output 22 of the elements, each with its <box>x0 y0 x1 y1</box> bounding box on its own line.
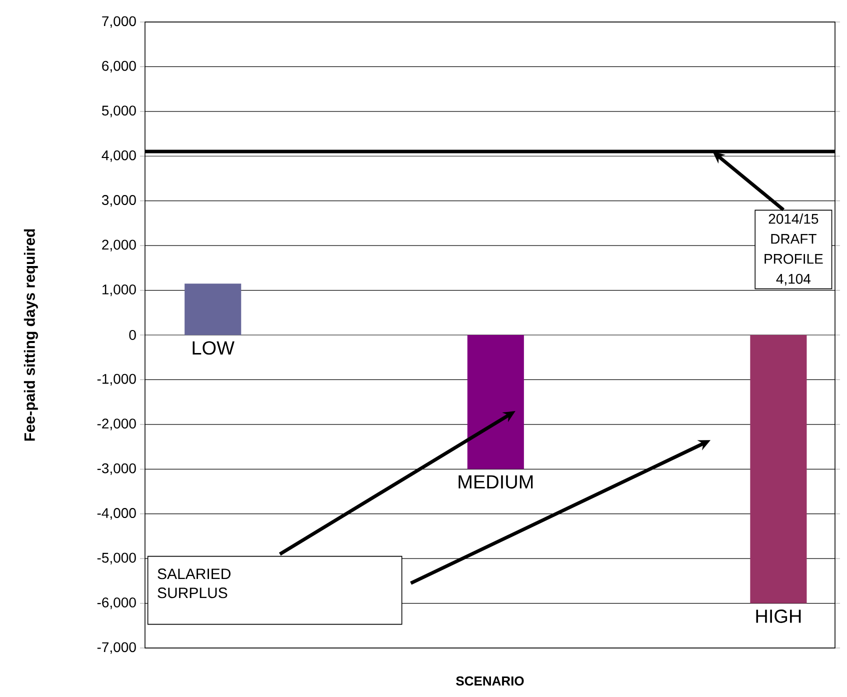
y-tick-label: 4,000 <box>102 150 136 162</box>
x-tick-label: MEDIUM <box>458 475 533 489</box>
y-tick-label: -1,000 <box>97 374 136 386</box>
y-tick-label: -3,000 <box>97 463 136 475</box>
y-tick-label: 7,000 <box>102 16 136 28</box>
x-axis-title: SCENARIO <box>456 676 524 686</box>
y-tick-label: -4,000 <box>97 508 136 520</box>
x-tick-label: LOW <box>192 341 234 355</box>
legend-label: 2014/15 DRAFT PROFILE 4,104 <box>764 214 823 286</box>
y-tick-label: -5,000 <box>97 552 136 564</box>
y-tick-label: -2,000 <box>97 418 136 430</box>
y-axis-title: Fee-paid sitting days required <box>24 229 38 441</box>
y-tick-label: 6,000 <box>102 60 136 72</box>
annotation: SALARIED SURPLUS <box>158 568 231 598</box>
y-tick-label: 5,000 <box>102 106 136 118</box>
y-tick-label: 3,000 <box>102 195 136 207</box>
y-tick-label: 2,000 <box>102 240 136 252</box>
y-tick-label: -7,000 <box>97 642 136 654</box>
y-tick-label: 0 <box>129 330 136 340</box>
y-tick-label: -6,000 <box>97 597 136 610</box>
y-tick-label: 1,000 <box>102 284 136 296</box>
x-tick-label: HIGH <box>756 609 801 623</box>
